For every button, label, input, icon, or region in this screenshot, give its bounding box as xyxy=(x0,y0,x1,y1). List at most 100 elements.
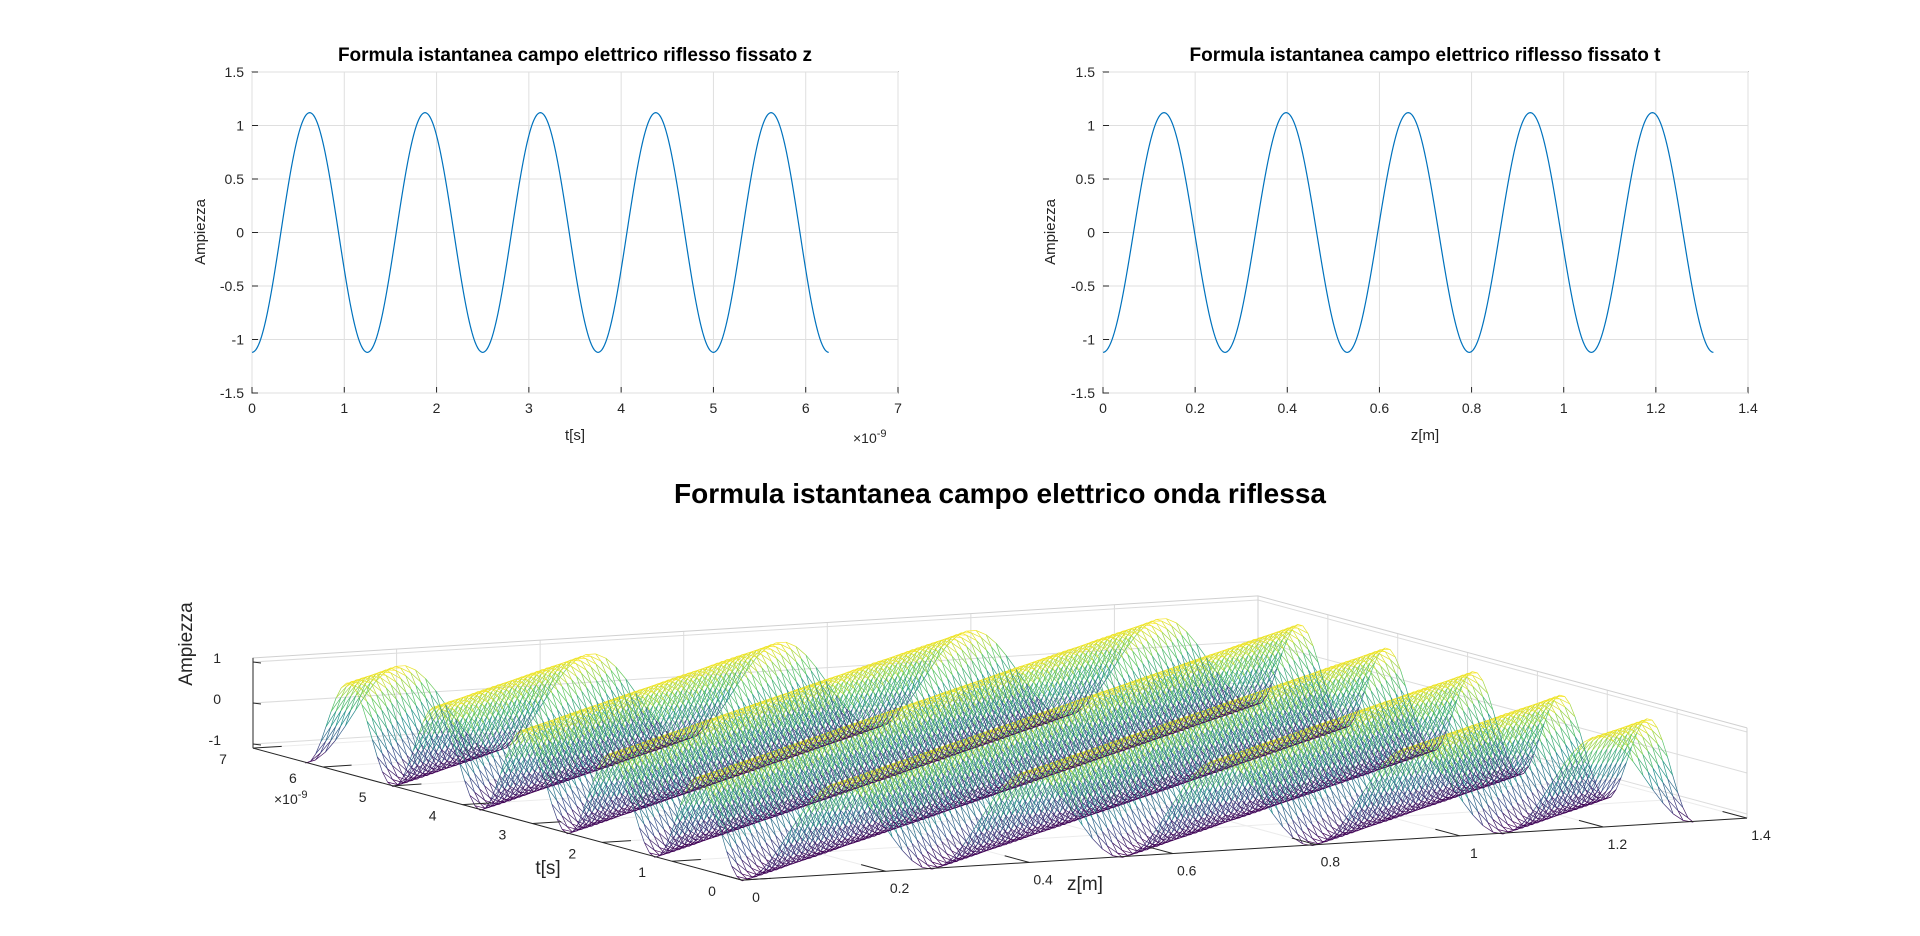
mesh-segment xyxy=(1102,641,1113,649)
mesh-segment xyxy=(535,683,547,700)
mesh-segment xyxy=(1007,713,1019,728)
mesh-segment xyxy=(1258,649,1270,659)
series-line xyxy=(251,112,829,353)
y-tick-label: 1 xyxy=(1087,118,1095,134)
mesh-segment xyxy=(511,678,523,689)
mesh-segment xyxy=(320,726,332,742)
mesh-segment xyxy=(857,678,868,694)
mesh-segment xyxy=(528,772,539,782)
mesh-segment xyxy=(1121,628,1133,638)
mesh-segment xyxy=(526,674,537,687)
mesh-segment xyxy=(1307,649,1319,663)
mesh-segment xyxy=(376,694,387,707)
mesh-segment xyxy=(542,762,554,773)
mesh-segment xyxy=(991,666,1002,682)
mesh-segment xyxy=(1166,665,1178,681)
mesh-segment xyxy=(828,675,839,685)
mesh-segment xyxy=(590,666,602,678)
mesh-segment xyxy=(1028,669,1039,684)
mesh-segment xyxy=(673,710,685,726)
mesh-segment xyxy=(725,686,737,703)
mesh-segment xyxy=(468,755,480,770)
mesh-segment xyxy=(712,683,724,696)
mesh-segment xyxy=(666,704,678,721)
mesh-segment xyxy=(612,722,624,739)
mesh-segment xyxy=(727,712,739,728)
x-exponent-label: ×10-9 xyxy=(853,428,887,446)
mesh-segment xyxy=(1257,641,1269,655)
surface-mesh xyxy=(305,618,1694,882)
mesh-segment xyxy=(1044,676,1055,688)
mesh-segment xyxy=(736,668,748,679)
mesh-segment xyxy=(715,687,727,704)
mesh-segment xyxy=(1169,687,1180,704)
mesh-segment xyxy=(1325,678,1336,694)
mesh-segment xyxy=(1237,669,1249,686)
mesh-segment xyxy=(586,669,597,681)
x-axis-label: t[s] xyxy=(565,427,585,444)
mesh-segment xyxy=(1218,649,1230,660)
mesh-segment xyxy=(693,696,704,711)
mesh-segment xyxy=(512,687,523,696)
mesh-segment xyxy=(1178,687,1190,704)
mesh-segment xyxy=(886,676,898,693)
mesh-segment xyxy=(1238,649,1250,656)
mesh-segment xyxy=(586,687,597,702)
mesh-segment xyxy=(551,692,563,707)
mesh-segment xyxy=(1101,649,1113,665)
mesh-segment xyxy=(971,660,983,675)
mesh-segment xyxy=(1219,659,1230,669)
mesh-segment xyxy=(536,674,548,681)
mesh-segment xyxy=(637,694,649,708)
mesh-segment xyxy=(1142,644,1153,657)
mesh-segment xyxy=(325,711,337,728)
mesh-segment xyxy=(1349,676,1361,693)
mesh-segment xyxy=(527,692,538,704)
x-tick-label: 3 xyxy=(525,400,533,416)
mesh-segment xyxy=(330,726,341,742)
mesh-segment xyxy=(483,722,494,737)
chart-title: Formula istantanea campo elettrico onda … xyxy=(674,478,1326,509)
mesh-segment xyxy=(425,678,436,691)
mesh-segment xyxy=(857,668,869,681)
mesh-segment xyxy=(563,755,575,770)
mesh-segment xyxy=(585,658,597,665)
mesh-segment xyxy=(624,709,635,721)
mesh-segment xyxy=(610,669,622,683)
mesh-segment xyxy=(961,637,972,644)
x-tick-label: 1 xyxy=(340,400,348,416)
mesh-segment xyxy=(486,730,497,746)
mesh-segment xyxy=(482,693,494,700)
mesh-segment xyxy=(716,663,727,675)
mesh-segment xyxy=(442,748,453,762)
mesh-segment xyxy=(517,685,528,693)
mesh-segment xyxy=(983,738,994,746)
mesh-segment xyxy=(1292,630,1304,637)
mesh-segment xyxy=(1244,658,1255,670)
mesh-segment xyxy=(1126,634,1137,649)
mesh-segment xyxy=(1272,631,1284,642)
mesh-segment xyxy=(917,662,928,674)
mesh-segment xyxy=(1395,672,1406,687)
mesh-segment xyxy=(1354,676,1365,693)
mesh-segment xyxy=(774,693,786,703)
mesh-segment xyxy=(550,670,562,684)
mesh-segment xyxy=(1184,663,1195,675)
grid-lines xyxy=(251,71,899,394)
mesh-segment xyxy=(502,684,513,689)
mesh-segment xyxy=(814,697,826,709)
mesh-segment xyxy=(1029,671,1040,680)
mesh-segment xyxy=(746,653,757,658)
x-tick-label: 0 xyxy=(1099,400,1107,416)
mesh-segment xyxy=(993,674,1005,687)
mesh-segment xyxy=(753,743,765,759)
mesh-segment xyxy=(973,700,985,716)
mesh-segment xyxy=(1208,658,1220,673)
mesh-segment xyxy=(1096,639,1108,652)
mesh-segment xyxy=(511,686,522,701)
mesh-segment xyxy=(966,634,977,641)
mesh-segment xyxy=(381,691,392,704)
mesh-segment xyxy=(702,668,713,672)
mesh-segment xyxy=(1112,664,1124,679)
mesh-segment xyxy=(506,699,517,716)
